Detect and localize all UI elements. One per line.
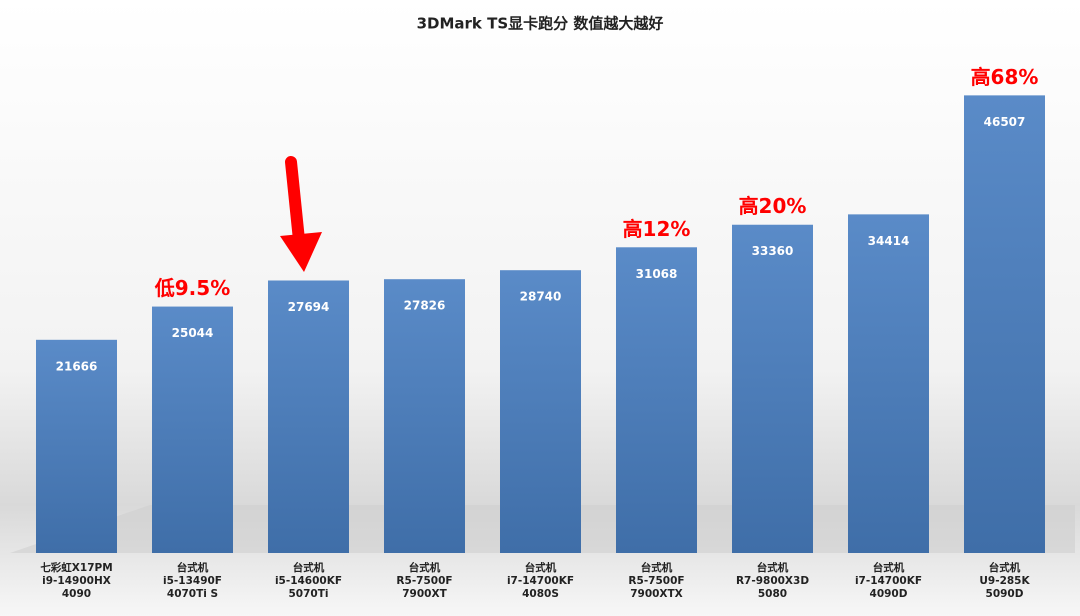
annotation: 低9.5% xyxy=(154,276,230,300)
bar xyxy=(500,270,581,553)
data-label: 33360 xyxy=(752,244,794,258)
x-tick-label: i9-14900HX xyxy=(42,575,111,587)
data-label: 27694 xyxy=(288,300,330,314)
x-tick-label: 4080S xyxy=(522,588,559,600)
x-tick-label: 4090 xyxy=(62,588,91,600)
data-label: 34414 xyxy=(868,234,910,248)
x-tick-label: R5-7500F xyxy=(396,575,452,587)
chart-title: 3DMark TS显卡跑分 数值越大越好 xyxy=(417,15,664,33)
bar xyxy=(36,339,117,553)
x-tick-label: i7-14700KF xyxy=(507,575,574,587)
x-tick-label: i5-13490F xyxy=(163,575,222,587)
x-tick-label: i5-14600KF xyxy=(275,575,342,587)
x-tick-label: R5-7500F xyxy=(628,575,684,587)
annotation: 高68% xyxy=(971,65,1039,89)
bar xyxy=(848,214,929,553)
annotation: 高20% xyxy=(739,194,807,218)
x-tick-label: 4070Ti S xyxy=(167,588,218,600)
x-tick-label: 5070Ti xyxy=(289,588,329,600)
arrow xyxy=(280,156,322,272)
bar xyxy=(964,95,1045,553)
x-tick-label: 台式机 xyxy=(641,561,673,574)
x-tick-label: 台式机 xyxy=(989,561,1021,574)
x-tick-label: 七彩虹X17PM xyxy=(40,561,112,574)
bar xyxy=(384,279,465,553)
x-tick-label: R7-9800X3D xyxy=(736,575,809,587)
data-label: 28740 xyxy=(520,290,562,304)
data-label: 31068 xyxy=(636,267,678,281)
data-label: 27826 xyxy=(404,299,446,313)
data-label: 46507 xyxy=(984,115,1026,129)
data-label: 21666 xyxy=(56,359,98,373)
data-label: 25044 xyxy=(172,326,214,340)
x-tick-label: 4090D xyxy=(870,588,908,600)
x-tick-label: 台式机 xyxy=(873,561,905,574)
x-tick-label: 台式机 xyxy=(293,561,325,574)
bar xyxy=(152,306,233,553)
x-tick-label: 台式机 xyxy=(525,561,557,574)
x-tick-label: i7-14700KF xyxy=(855,575,922,587)
bar xyxy=(616,247,697,553)
x-tick-label: 7900XTX xyxy=(630,588,683,600)
x-tick-label: 5080 xyxy=(758,588,787,600)
x-tick-label: 台式机 xyxy=(409,561,441,574)
bar xyxy=(732,224,813,553)
x-tick-label: 7900XT xyxy=(402,588,447,600)
x-tick-label: 台式机 xyxy=(757,561,789,574)
x-tick-label: 台式机 xyxy=(177,561,209,574)
bar xyxy=(268,280,349,553)
annotation: 高12% xyxy=(623,217,691,241)
x-tick-label: U9-285K xyxy=(979,575,1030,587)
x-tick-label: 5090D xyxy=(986,588,1024,600)
